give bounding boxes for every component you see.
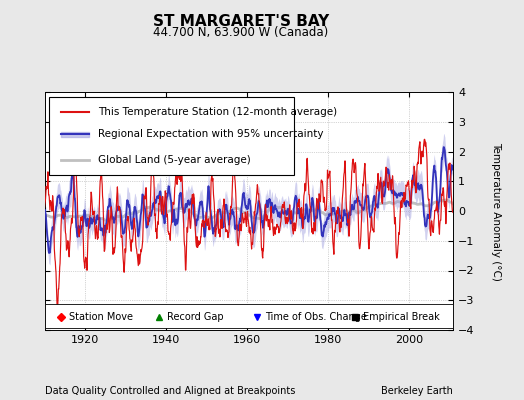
Text: Time of Obs. Change: Time of Obs. Change	[265, 312, 367, 322]
Bar	[45, 304, 453, 328]
Text: Regional Expectation with 95% uncertainty: Regional Expectation with 95% uncertaint…	[97, 130, 323, 140]
Text: Data Quality Controlled and Aligned at Breakpoints: Data Quality Controlled and Aligned at B…	[45, 386, 295, 396]
Text: Berkeley Earth: Berkeley Earth	[381, 386, 453, 396]
Bar	[49, 97, 294, 175]
Y-axis label: Temperature Anomaly (°C): Temperature Anomaly (°C)	[492, 142, 501, 280]
Text: 44.700 N, 63.900 W (Canada): 44.700 N, 63.900 W (Canada)	[154, 26, 329, 39]
Text: ST MARGARET'S BAY: ST MARGARET'S BAY	[153, 14, 329, 29]
Text: This Temperature Station (12-month average): This Temperature Station (12-month avera…	[97, 108, 337, 118]
Text: Empirical Break: Empirical Break	[363, 312, 440, 322]
Text: Global Land (5-year average): Global Land (5-year average)	[97, 154, 250, 164]
Text: Station Move: Station Move	[69, 312, 133, 322]
Text: Record Gap: Record Gap	[167, 312, 224, 322]
